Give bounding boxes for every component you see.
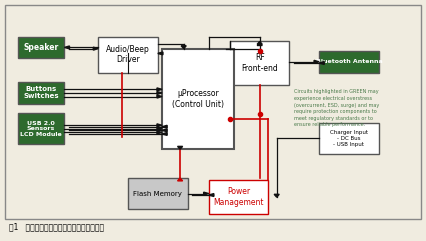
Polygon shape: [204, 192, 209, 195]
Polygon shape: [319, 61, 324, 64]
Bar: [128, 178, 187, 209]
Polygon shape: [314, 60, 319, 63]
Text: μProcessor
(Control Unit): μProcessor (Control Unit): [172, 89, 224, 109]
Text: USB 2.0
Sensors
LCD Module: USB 2.0 Sensors LCD Module: [20, 120, 62, 137]
Polygon shape: [162, 129, 167, 132]
Polygon shape: [93, 47, 98, 50]
Polygon shape: [178, 178, 183, 181]
Text: RF
Front-end: RF Front-end: [242, 53, 278, 73]
Polygon shape: [162, 133, 167, 135]
Polygon shape: [157, 95, 162, 98]
Polygon shape: [157, 127, 162, 130]
Text: Buttons
Switches: Buttons Switches: [23, 87, 59, 100]
Polygon shape: [157, 88, 162, 91]
Bar: [209, 181, 268, 214]
Text: Audio/Beep
Driver: Audio/Beep Driver: [106, 45, 150, 64]
Bar: [162, 49, 234, 149]
Text: Power
Management: Power Management: [213, 187, 264, 207]
Polygon shape: [257, 41, 262, 44]
Text: Speaker: Speaker: [23, 43, 59, 52]
Bar: [5, 6, 421, 219]
Polygon shape: [157, 131, 162, 134]
Bar: [17, 37, 64, 58]
Text: 图1   表现通用型便携式医疗器械的电路框图: 图1 表现通用型便携式医疗器械的电路框图: [9, 223, 104, 232]
Text: Circuits highlighted in GREEN may
experience electrical overstress
(overcurrent,: Circuits highlighted in GREEN may experi…: [294, 89, 379, 127]
Polygon shape: [181, 46, 186, 49]
Polygon shape: [162, 125, 167, 128]
Text: Charger Input
- DC Bus
- USB Input: Charger Input - DC Bus - USB Input: [330, 130, 368, 147]
Bar: [230, 41, 289, 85]
Text: Bluetooth Antenna: Bluetooth Antenna: [316, 59, 382, 64]
Polygon shape: [157, 124, 162, 127]
Bar: [98, 37, 158, 73]
Polygon shape: [209, 194, 214, 196]
Text: Flash Memory: Flash Memory: [133, 191, 182, 197]
Polygon shape: [178, 146, 183, 149]
Polygon shape: [64, 46, 69, 49]
Bar: [319, 123, 379, 154]
Bar: [319, 51, 379, 73]
Polygon shape: [257, 43, 262, 46]
Bar: [17, 82, 64, 104]
Polygon shape: [274, 194, 279, 197]
Polygon shape: [157, 92, 162, 94]
Polygon shape: [158, 52, 163, 55]
Bar: [17, 113, 64, 144]
